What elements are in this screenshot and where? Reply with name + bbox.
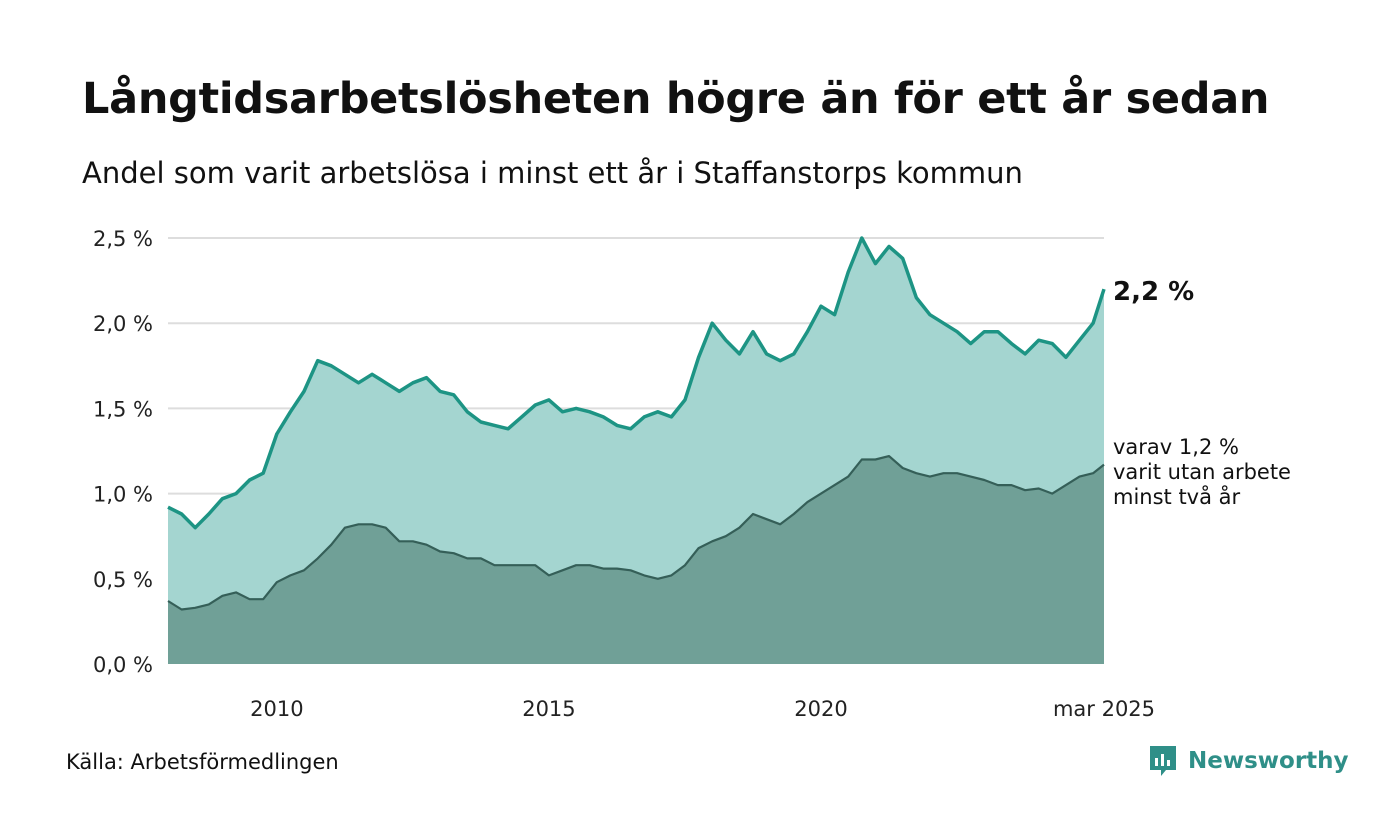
- newsworthy-icon: [1150, 746, 1176, 776]
- y-tick-label: 2,5 %: [93, 227, 153, 251]
- y-axis-ticks: 0,0 % 0,5 % 1,0 % 1,5 % 2,0 % 2,5 %: [93, 227, 153, 677]
- y-tick-label: 0,5 %: [93, 568, 153, 592]
- newsworthy-logo: Newsworthy: [1148, 744, 1349, 778]
- y-tick-label: 0,0 %: [93, 653, 153, 677]
- end-label-lower-line: minst två år: [1113, 484, 1241, 509]
- end-label-lower-line: varav 1,2 %: [1113, 435, 1239, 459]
- x-tick-label: mar 2025: [1053, 697, 1155, 721]
- source-note: Källa: Arbetsförmedlingen: [66, 750, 339, 774]
- x-tick-label: 2015: [522, 697, 575, 721]
- line-lower: [167, 455, 1105, 611]
- y-tick-label: 2,0 %: [93, 312, 153, 336]
- brand-name: Newsworthy: [1188, 748, 1349, 774]
- chart-areas: [167, 236, 1106, 664]
- x-tick-label: 2010: [250, 697, 303, 721]
- end-label-upper: 2,2 %: [1113, 277, 1194, 307]
- x-tick-label: 2020: [794, 697, 847, 721]
- line-upper: [167, 236, 1106, 530]
- chart-subtitle: Andel som varit arbetslösa i minst ett å…: [82, 156, 1023, 190]
- y-tick-label: 1,5 %: [93, 397, 153, 421]
- chart-title: Långtidsarbetslösheten högre än för ett …: [82, 74, 1270, 124]
- area-lower: [168, 456, 1104, 664]
- y-tick-label: 1,0 %: [93, 483, 153, 507]
- x-axis-ticks: 2010 2015 2020 mar 2025: [250, 697, 1155, 721]
- end-label-lower-line: varit utan arbete: [1113, 460, 1291, 484]
